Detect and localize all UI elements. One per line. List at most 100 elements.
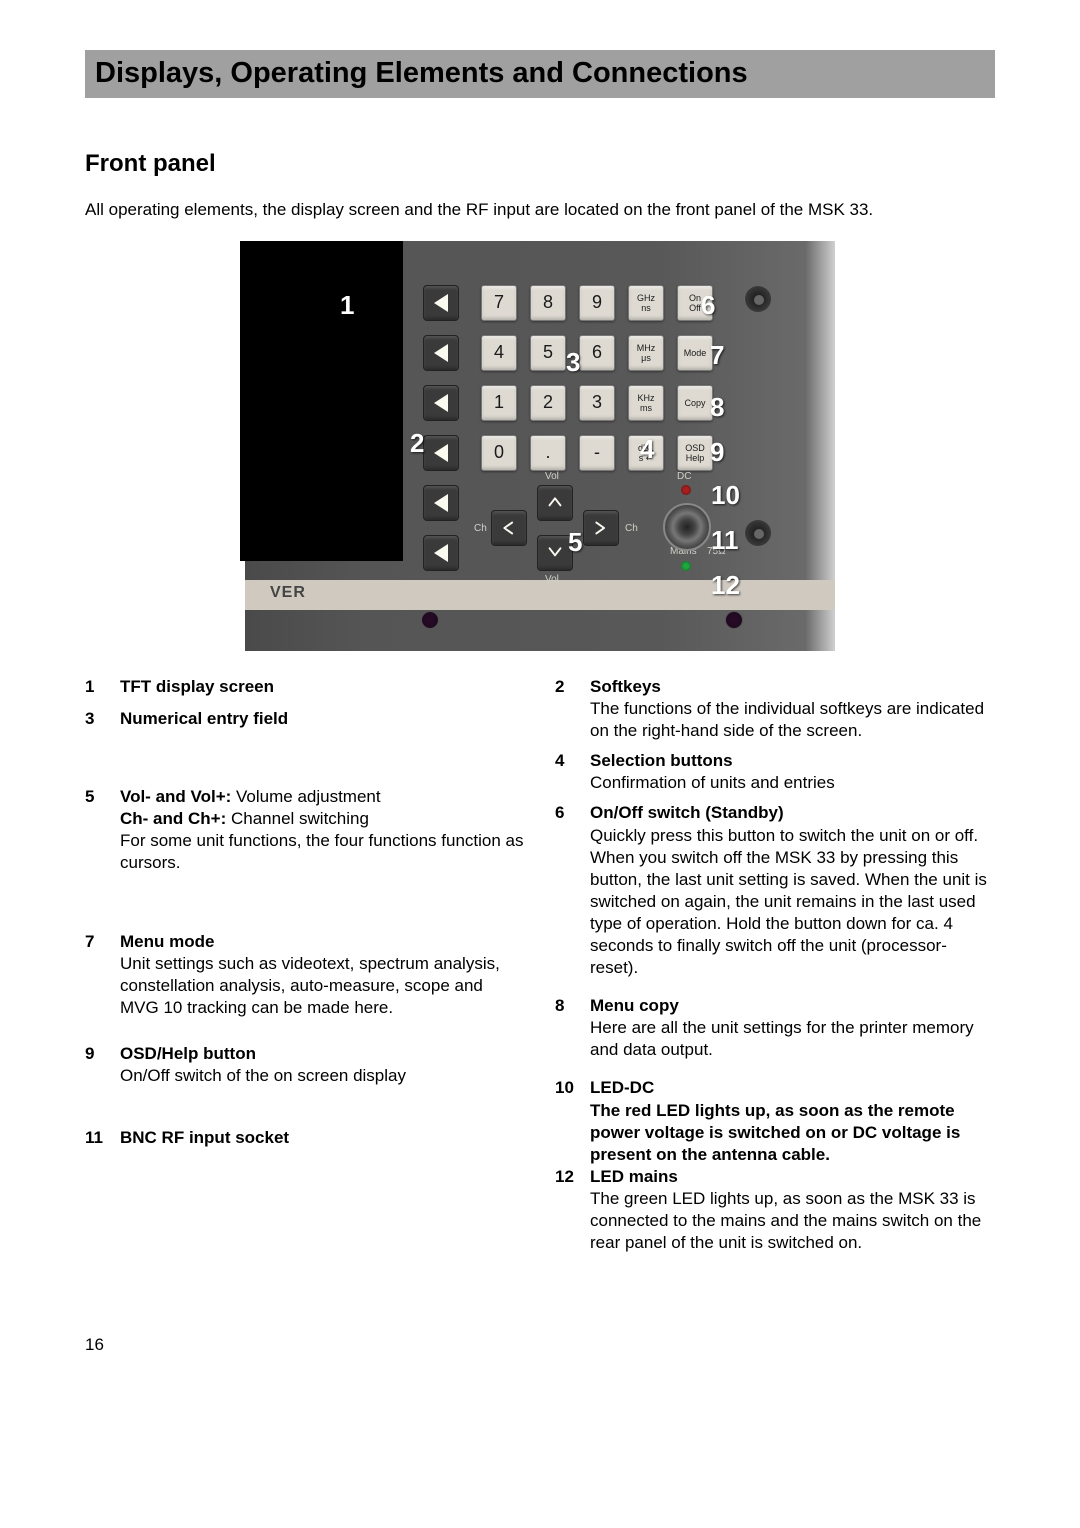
descriptions-left-col: 1TFT display screen3Numerical entry fiel… <box>85 676 525 1254</box>
desc-item-1: 1TFT display screen <box>85 676 525 698</box>
unitkey-0: GHzns <box>628 285 664 321</box>
desc-item-text: Confirmation of units and entries <box>590 773 835 792</box>
callout-9: 9 <box>710 436 724 470</box>
ver-label: VER <box>270 583 306 604</box>
page-heading: Displays, Operating Elements and Connect… <box>95 55 985 93</box>
callout-5: 5 <box>568 526 582 560</box>
desc-item-num: 11 <box>85 1127 120 1149</box>
nav-label-ch_right: Ch <box>625 522 638 535</box>
page-number: 16 <box>85 1334 995 1356</box>
desc-item-4: 4Selection buttons Confirmation of units … <box>555 750 995 794</box>
softkey-6 <box>423 535 459 571</box>
ir-window-right <box>725 611 743 629</box>
led-dc <box>681 485 691 495</box>
softkey-1 <box>423 285 459 321</box>
funckey-3: OSDHelp <box>677 435 713 471</box>
desc-item-text: The red LED lights up, as soon as the re… <box>590 1101 960 1164</box>
desc-item-text: Quickly press this button to switch the … <box>590 826 987 978</box>
callout-2: 2 <box>410 427 424 461</box>
desc-item-title: TFT display screen <box>120 677 274 696</box>
desc-item-body: On/Off switch (Standby) Quickly press thi… <box>590 802 995 979</box>
desc-item-num: 3 <box>85 708 120 730</box>
desc-item-9: 9OSD/Help buttonOn/Off switch of the on … <box>85 1043 525 1087</box>
unitkey-2: KHzms <box>628 385 664 421</box>
numkey-5: 5 <box>530 335 566 371</box>
desc-item-body: Vol- and Vol+: Volume adjustmentCh- and … <box>120 786 525 874</box>
numkey-6: 6 <box>579 335 615 371</box>
desc-item-body: LED-DC The red LED lights up, as soon as … <box>590 1077 995 1165</box>
intro-text: All operating elements, the display scre… <box>85 199 995 221</box>
ir-window-left <box>421 611 439 629</box>
funckey-1: Mode <box>677 335 713 371</box>
numkey--: - <box>579 435 615 471</box>
desc-item-text: Here are all the unit settings for the p… <box>590 1018 974 1059</box>
desc-item-title: LED mains <box>590 1167 678 1186</box>
callout-3: 3 <box>566 346 580 380</box>
softkey-4 <box>423 435 459 471</box>
screw-0 <box>744 285 772 313</box>
callout-10: 10 <box>711 479 740 513</box>
numkey-0: 0 <box>481 435 517 471</box>
numkey-8: 8 <box>530 285 566 321</box>
desc-item-body: SoftkeysThe functions of the individual … <box>590 676 995 742</box>
nav-right <box>583 510 619 546</box>
heading-bar: Displays, Operating Elements and Connect… <box>85 50 995 98</box>
desc-item-title: Numerical entry field <box>120 709 288 728</box>
desc-item-5: 5Vol- and Vol+: Volume adjustmentCh- and… <box>85 786 525 874</box>
dc-label: DC <box>677 470 691 483</box>
desc-item-num: 9 <box>85 1043 120 1087</box>
desc-item-7: 7Menu modeUnit settings such as videotex… <box>85 931 525 1019</box>
ver-strip <box>245 580 835 610</box>
desc-item-num: 1 <box>85 676 120 698</box>
desc-item-num: 6 <box>555 802 590 979</box>
desc-item-body: Menu modeUnit settings such as videotext… <box>120 931 525 1019</box>
numkey-.: . <box>530 435 566 471</box>
tft-display <box>240 241 403 561</box>
numkey-2: 2 <box>530 385 566 421</box>
desc-item-12: 12LED mains The green LED lights up, as s… <box>555 1166 995 1254</box>
desc-item-8: 8Menu copyHere are all the unit settings… <box>555 995 995 1061</box>
desc-item-num: 5 <box>85 786 120 874</box>
desc-item-title: LED-DC <box>590 1078 654 1097</box>
desc-item-title: Selection buttons <box>590 751 733 770</box>
desc-item-title: BNC RF input socket <box>120 1128 289 1147</box>
desc-item-num: 2 <box>555 676 590 742</box>
numkey-3: 3 <box>579 385 615 421</box>
callout-6: 6 <box>701 289 715 323</box>
desc-item-body: Menu copyHere are all the unit settings … <box>590 995 995 1061</box>
numkey-7: 7 <box>481 285 517 321</box>
desc-item-11: 11BNC RF input socket <box>85 1127 525 1149</box>
callout-12: 12 <box>711 569 740 603</box>
desc-item-6: 6On/Off switch (Standby) Quickly press th… <box>555 802 995 979</box>
desc-item-title: On/Off switch (Standby) <box>590 803 784 822</box>
numkey-9: 9 <box>579 285 615 321</box>
led-mains <box>681 561 691 571</box>
front-panel-figure: VER 7894561230.-GHznsMHzμsKHzmsdB..s ↵On… <box>245 241 835 651</box>
desc-item-2: 2SoftkeysThe functions of the individual… <box>555 676 995 742</box>
nav-left <box>491 510 527 546</box>
desc-item-num: 10 <box>555 1077 590 1165</box>
desc-item-body: LED mains The green LED lights up, as soo… <box>590 1166 995 1254</box>
descriptions: 1TFT display screen3Numerical entry fiel… <box>85 676 995 1254</box>
desc-item-title: Softkeys <box>590 677 661 696</box>
desc-item-num: 8 <box>555 995 590 1061</box>
desc-item-num: 4 <box>555 750 590 794</box>
nav-label-vol_top: Vol <box>545 470 559 483</box>
desc-item-num: 12 <box>555 1166 590 1254</box>
desc-item-title: OSD/Help button <box>120 1044 256 1063</box>
subheading: Front panel <box>85 148 995 179</box>
softkey-5 <box>423 485 459 521</box>
nav-label-vol_bottom: Vol <box>545 573 559 586</box>
softkey-3 <box>423 385 459 421</box>
desc-item-3: 3Numerical entry field <box>85 708 525 730</box>
callout-4: 4 <box>640 433 654 467</box>
desc-item-body: BNC RF input socket <box>120 1127 525 1149</box>
desc-item-text: The green LED lights up, as soon as the … <box>590 1189 981 1252</box>
desc-item-num: 7 <box>85 931 120 1019</box>
callout-7: 7 <box>710 339 724 373</box>
funckey-2: Copy <box>677 385 713 421</box>
desc-item-body: Selection buttons Confirmation of units a… <box>590 750 995 794</box>
nav-up <box>537 485 573 521</box>
desc-item-body: Numerical entry field <box>120 708 525 730</box>
nav-label-ch_left: Ch <box>474 522 487 535</box>
